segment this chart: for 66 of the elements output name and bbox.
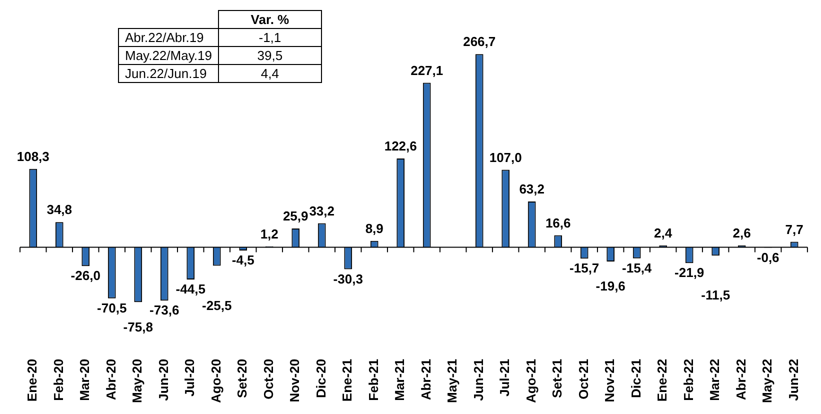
- x-tick-label: Jun-20: [156, 358, 171, 401]
- data-label: -30,3: [333, 271, 363, 286]
- data-label: 227,1: [410, 62, 444, 78]
- x-tick-label: Jun-22: [786, 358, 801, 401]
- data-label: -19,6: [596, 278, 626, 294]
- x-tick-label: Dic-21: [628, 358, 644, 398]
- text: Var. %: [218, 10, 322, 28]
- x-tick-label: Ago-20: [208, 358, 224, 403]
- x-tick-label: Abr-22: [733, 358, 748, 400]
- data-label: 122,6: [384, 138, 417, 154]
- data-label: -21,9: [674, 265, 704, 280]
- data-label: 108,3: [16, 148, 50, 164]
- data-label: -25,5: [202, 298, 232, 313]
- x-tick-label: Mar-20: [77, 358, 92, 401]
- data-label: -15,7: [570, 260, 600, 276]
- x-tick-label: Mar-22: [707, 358, 722, 401]
- text: -1,1: [218, 28, 322, 46]
- x-tick-label: Jul-21: [497, 358, 512, 396]
- x-tick-label: Abr-21: [418, 358, 434, 400]
- data-label: -70,5: [97, 300, 127, 316]
- x-tick-label: May-20: [130, 358, 145, 403]
- x-tick-label: Feb-22: [680, 358, 696, 401]
- text: Abr.22/Abr.19: [118, 28, 218, 46]
- x-tick-label: May-22: [760, 358, 775, 403]
- data-label: 16,6: [545, 215, 571, 230]
- x-tick-label: Jun-21: [470, 358, 486, 401]
- x-tick-label: Ago-21: [523, 358, 538, 403]
- x-tick-label: Oct-21: [576, 358, 591, 400]
- annotation: May.22/May.19: [118, 46, 218, 64]
- data-label: 266,7: [463, 34, 496, 50]
- data-label: 1,2: [260, 226, 278, 242]
- x-tick-label: Ene-20: [24, 358, 40, 402]
- annotation: 4,4: [218, 64, 322, 82]
- data-label: 25,9: [282, 208, 308, 224]
- data-label: -73,6: [150, 302, 180, 318]
- data-label: -75,8: [123, 319, 153, 334]
- x-tick-label: Feb-20: [50, 358, 66, 401]
- x-tick-label: Abr-20: [103, 358, 118, 400]
- data-label: 34,8: [46, 202, 72, 218]
- annotation: 39,5: [218, 46, 322, 64]
- data-label: 107,0: [489, 150, 522, 165]
- x-tick-label: Dic-20: [313, 358, 328, 398]
- data-label: -44,5: [176, 282, 206, 297]
- data-label: -11,5: [701, 288, 730, 303]
- data-label: 33,2: [309, 203, 335, 218]
- data-label: 8,9: [365, 220, 384, 236]
- annotation: Jun.22/Jun.19: [118, 64, 218, 82]
- data-label: 7,7: [785, 222, 804, 237]
- data-label: 63,2: [519, 182, 545, 197]
- x-tick-label: Mar-21: [392, 358, 408, 401]
- data-label: -26,0: [70, 268, 100, 284]
- data-label: -15,4: [622, 260, 652, 276]
- x-tick-label: Jul-20: [182, 358, 198, 396]
- x-tick-label: Ene-22: [654, 358, 670, 402]
- x-tick-label: Set-21: [550, 358, 565, 398]
- x-tick-label: Nov-20: [287, 358, 302, 402]
- data-label: -4,5: [232, 252, 254, 268]
- data-label: 2,4: [654, 226, 673, 241]
- x-tick-label: Feb-21: [366, 358, 381, 401]
- data-label: 2,6: [732, 225, 751, 240]
- x-tick-label: Ene-21: [340, 358, 355, 402]
- x-tick-label: May-21: [444, 358, 460, 403]
- x-tick-label: Oct-20: [260, 358, 276, 400]
- data-label: -0,6: [756, 250, 780, 265]
- x-tick-label: Nov-21: [602, 358, 618, 402]
- x-tick-label: Set-20: [234, 358, 250, 398]
